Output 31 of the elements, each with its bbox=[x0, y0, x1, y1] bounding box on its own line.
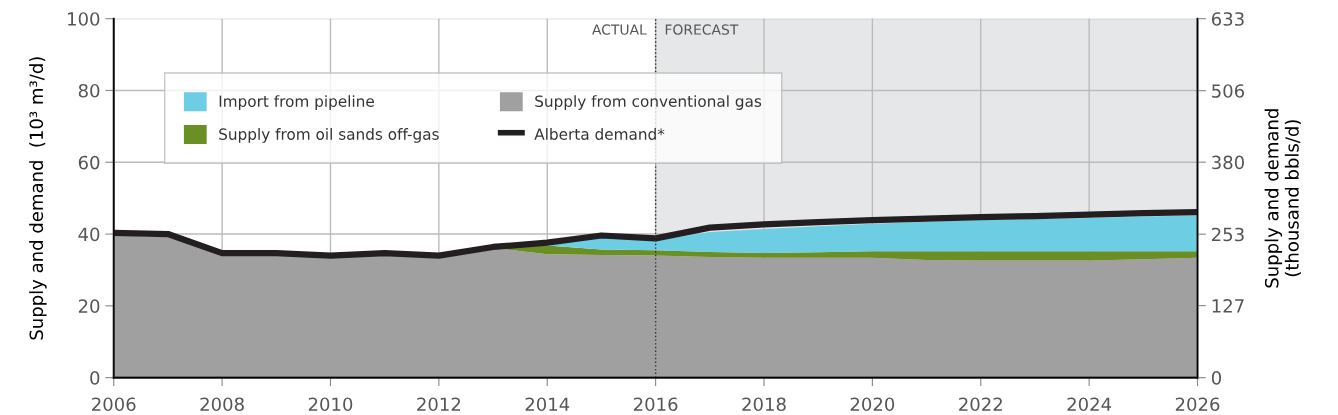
ref-line-label: ACTUAL bbox=[592, 24, 647, 35]
x-tick-label: 2024 bbox=[1067, 397, 1112, 412]
x-tick-label: 2008 bbox=[200, 397, 244, 412]
x-tick-label: 2010 bbox=[308, 397, 353, 412]
y-axis-title: Supply and demand (10³ m³/d) bbox=[29, 57, 47, 340]
legend-label: Alberta demand* bbox=[534, 128, 665, 140]
x-tick-label: 2022 bbox=[959, 397, 1002, 412]
y-tick-label: 60 bbox=[78, 155, 100, 170]
x-tick-label: 2012 bbox=[417, 397, 461, 412]
y2-tick-label: 633 bbox=[1211, 12, 1244, 26]
y-tick-label: 20 bbox=[78, 299, 100, 313]
legend-label: Supply from oil sands off-gas bbox=[219, 128, 439, 143]
y-tick-label: 0 bbox=[90, 371, 100, 385]
y2-tick-label: 253 bbox=[1212, 227, 1244, 242]
x-tick-label: 2018 bbox=[742, 397, 786, 412]
y-tick-label: 80 bbox=[78, 83, 100, 98]
x-tick-label: 2014 bbox=[525, 397, 570, 412]
y-tick-label: 100 bbox=[68, 12, 100, 26]
legend-label: Supply from conventional gas bbox=[535, 95, 762, 110]
y2-tick-label: 380 bbox=[1212, 155, 1244, 170]
legend-label: Import from pipeline bbox=[219, 95, 374, 110]
x-tick-label: 2016 bbox=[633, 397, 678, 412]
y2-tick-label: 506 bbox=[1212, 84, 1245, 98]
y2-axis-title: Supply and demand (thousand bbls/d) bbox=[1264, 109, 1301, 288]
y2-tick-label: 0 bbox=[1211, 371, 1221, 385]
band-label: FORECAST bbox=[665, 24, 739, 35]
x-tick-label: 2020 bbox=[850, 397, 895, 412]
x-tick-label: 2026 bbox=[1175, 397, 1220, 412]
x-tick-label: 2006 bbox=[92, 397, 136, 412]
y2-tick-label: 127 bbox=[1212, 299, 1244, 313]
y-tick-label: 40 bbox=[78, 227, 100, 242]
